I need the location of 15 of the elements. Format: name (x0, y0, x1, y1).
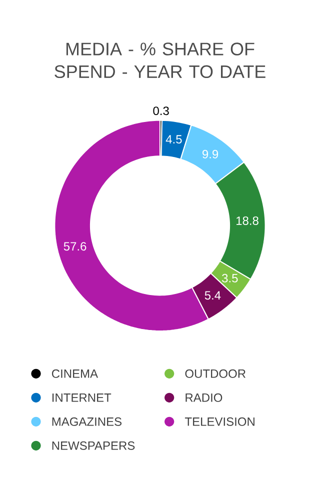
legend-label: TELEVISION (184, 417, 254, 426)
legend-label: INTERNET (52, 394, 112, 402)
data-label: 3.5 (222, 274, 238, 282)
data-label: 18.8 (236, 216, 258, 225)
legend-label: CINEMA (52, 369, 98, 378)
legend-label: RADIO (186, 393, 222, 402)
data-label: 57.6 (64, 242, 86, 251)
legend-label: NEWSPAPERS (52, 441, 135, 450)
legend-label: OUTDOOR (185, 369, 246, 378)
data-label: 4.5 (166, 135, 182, 144)
data-label: 9.9 (202, 150, 218, 158)
data-label: 0.3 (153, 106, 169, 116)
legend-label: MAGAZINES (52, 417, 122, 426)
data-label: 5.4 (204, 291, 221, 300)
chart-title: MEDIA - % SHARE OF SPEND - YEAR TO DATE (54, 42, 266, 78)
